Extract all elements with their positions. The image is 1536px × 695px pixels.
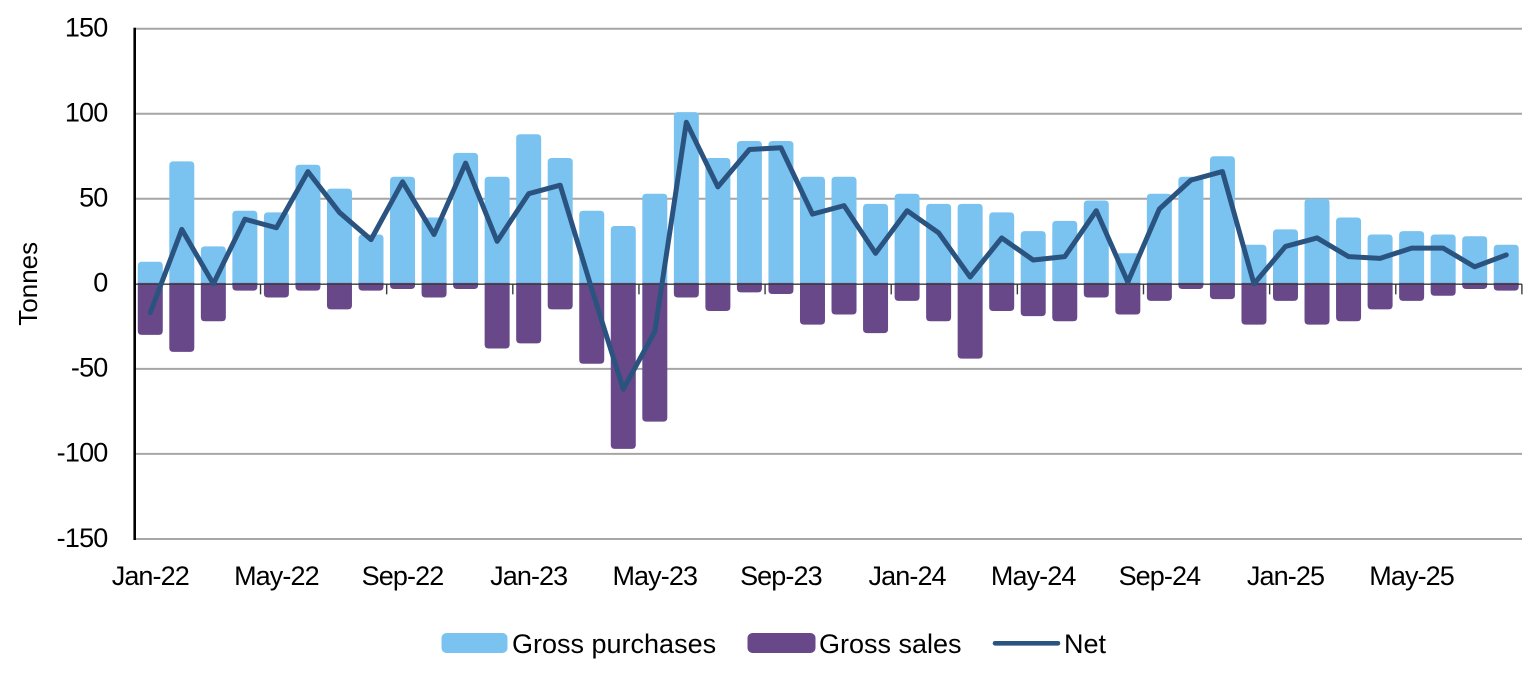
svg-text:Gross purchases: Gross purchases xyxy=(512,629,716,659)
svg-text:May-24: May-24 xyxy=(991,561,1077,591)
svg-text:-50: -50 xyxy=(71,353,108,383)
svg-text:Sep-24: Sep-24 xyxy=(1119,561,1202,591)
svg-text:-100: -100 xyxy=(57,438,108,468)
svg-text:Sep-23: Sep-23 xyxy=(740,561,822,591)
svg-text:Gross sales: Gross sales xyxy=(819,629,962,659)
svg-text:50: 50 xyxy=(79,183,107,213)
svg-text:Sep-22: Sep-22 xyxy=(362,561,444,591)
svg-text:0: 0 xyxy=(93,268,107,298)
svg-text:150: 150 xyxy=(65,13,108,43)
svg-text:Jan-25: Jan-25 xyxy=(1247,561,1324,591)
svg-text:Jan-24: Jan-24 xyxy=(869,561,947,591)
svg-text:May-23: May-23 xyxy=(612,561,697,591)
svg-text:100: 100 xyxy=(65,98,108,128)
svg-text:May-22: May-22 xyxy=(234,561,319,591)
svg-text:Net: Net xyxy=(1064,629,1107,659)
svg-text:May-25: May-25 xyxy=(1369,561,1454,591)
svg-text:Jan-22: Jan-22 xyxy=(112,561,189,591)
svg-text:-150: -150 xyxy=(57,523,108,553)
svg-text:Jan-23: Jan-23 xyxy=(490,561,567,591)
svg-text:Tonnes: Tonnes xyxy=(13,242,43,326)
